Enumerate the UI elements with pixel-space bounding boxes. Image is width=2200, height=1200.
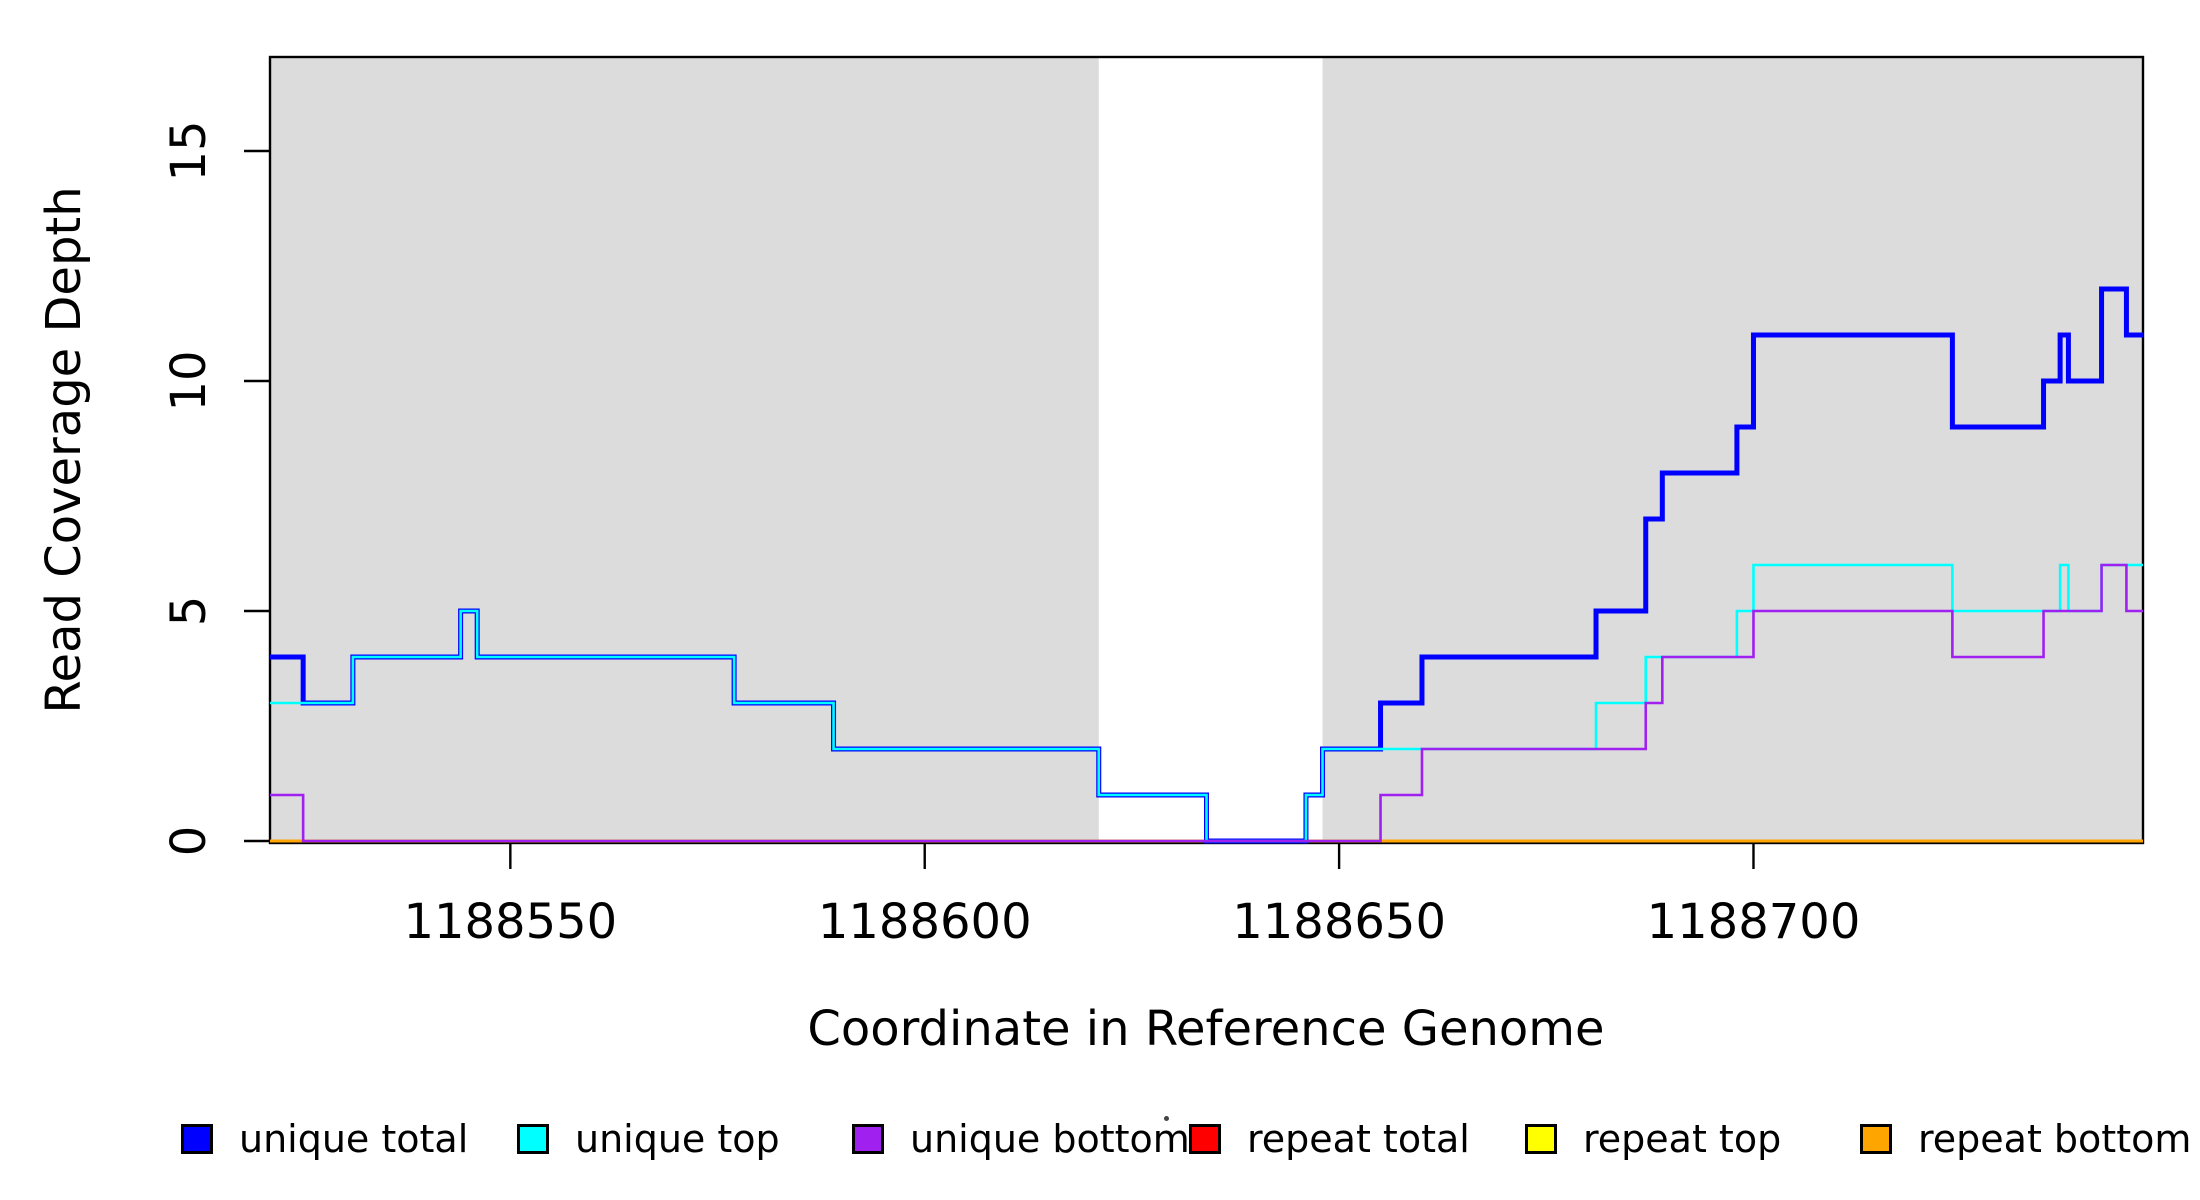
shaded-region — [270, 58, 1099, 842]
x-tick-label: 1188550 — [403, 894, 617, 950]
y-tick-label: 15 — [161, 120, 217, 181]
x-tick-label: 1188700 — [1647, 894, 1861, 950]
y-tick-label: 0 — [161, 826, 217, 857]
y-axis-title: Read Coverage Depth — [36, 186, 92, 713]
series-line-unique-bottom — [270, 563, 2143, 843]
y-tick-label: 10 — [161, 350, 217, 411]
shaded-region — [1322, 58, 2143, 842]
series-line-unique-top — [270, 563, 2143, 843]
x-tick-label: 1188650 — [1232, 894, 1446, 950]
y-axis: 0 5 10 15 — [161, 120, 270, 856]
shaded-regions — [270, 58, 2143, 842]
y-tick-label: 5 — [161, 596, 217, 627]
x-axis: 1188550 1188600 1188650 1188700 — [403, 843, 1860, 950]
series-lines — [270, 286, 2143, 844]
x-tick-label: 1188600 — [818, 894, 1032, 950]
stray-dot — [1164, 1116, 1169, 1121]
x-axis-title: Coordinate in Reference Genome — [807, 1001, 1604, 1057]
